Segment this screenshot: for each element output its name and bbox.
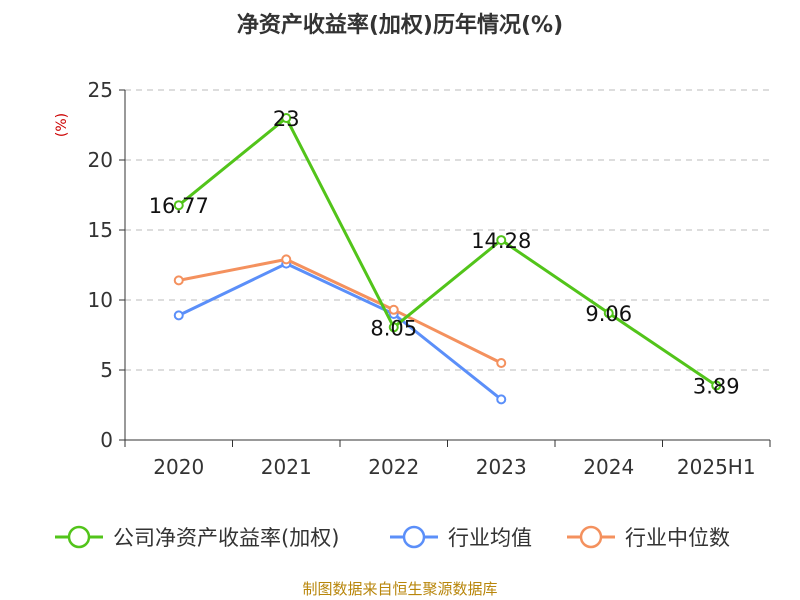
- data-label: 16.77: [149, 194, 209, 218]
- x-tick-labels: 2020 2021 2022 2023 2024 2025H1: [153, 455, 755, 479]
- legend-item-2[interactable]: 行业中位数: [567, 525, 730, 550]
- data-point[interactable]: [388, 304, 399, 315]
- series-1: [173, 258, 507, 405]
- y-tick-label: 10: [88, 288, 113, 312]
- y-axis-unit: (%): [54, 113, 70, 137]
- series-2: [173, 254, 507, 368]
- x-tick-label: 2024: [583, 455, 634, 479]
- legend-label: 行业均值: [448, 526, 532, 550]
- y-tick-labels: 0 5 10 15 20 25: [88, 78, 113, 452]
- y-tick-label: 5: [100, 358, 113, 382]
- data-point[interactable]: [173, 200, 184, 211]
- legend-swatch-marker: [402, 525, 426, 549]
- grid-lines: [125, 89, 770, 371]
- legend: 公司净资产收益率(加权) 行业均值 行业中位数: [55, 525, 730, 550]
- x-tick-label: 2023: [476, 455, 527, 479]
- source-note: 制图数据来自恒生聚源数据库: [302, 580, 497, 598]
- series-line: [178, 257, 502, 365]
- y-tick-label: 25: [88, 78, 113, 102]
- x-tick-label: 2021: [261, 455, 312, 479]
- data-point[interactable]: [281, 254, 292, 265]
- chart-title: 净资产收益率(加权)历年情况(%): [237, 12, 563, 38]
- data-point[interactable]: [173, 310, 184, 321]
- series-0: [173, 113, 722, 391]
- legend-item-1[interactable]: 行业均值: [390, 525, 532, 550]
- legend-item-0[interactable]: 公司净资产收益率(加权): [55, 525, 339, 550]
- data-label: 3.89: [693, 375, 740, 399]
- legend-label: 公司净资产收益率(加权): [113, 526, 339, 550]
- legend-label: 行业中位数: [625, 526, 730, 550]
- y-tick-label: 15: [88, 218, 113, 242]
- data-labels: 16.77 23 8.05 14.28 9.06 3.89: [149, 107, 740, 399]
- series-line: [178, 262, 503, 401]
- data-label: 23: [273, 107, 300, 131]
- data-point[interactable]: [496, 235, 507, 246]
- axes: [119, 89, 771, 447]
- data-point[interactable]: [603, 308, 614, 319]
- data-label: 14.28: [471, 229, 531, 253]
- data-point[interactable]: [711, 380, 722, 391]
- data-point[interactable]: [496, 358, 507, 368]
- x-tick-label: 2022: [368, 455, 419, 479]
- data-label: 8.05: [370, 316, 417, 340]
- legend-swatch-marker: [579, 525, 603, 549]
- data-point[interactable]: [281, 113, 292, 123]
- data-point[interactable]: [496, 394, 507, 405]
- data-point[interactable]: [388, 322, 399, 333]
- series-line: [177, 116, 718, 387]
- legend-swatch-marker: [67, 525, 91, 549]
- x-tick-label: 2020: [153, 455, 204, 479]
- y-tick-label: 0: [100, 428, 113, 452]
- series-group: [173, 113, 722, 405]
- y-tick-label: 20: [88, 148, 113, 172]
- x-tick-label: 2025H1: [677, 455, 756, 479]
- data-point[interactable]: [173, 275, 184, 286]
- data-label: 9.06: [585, 302, 632, 326]
